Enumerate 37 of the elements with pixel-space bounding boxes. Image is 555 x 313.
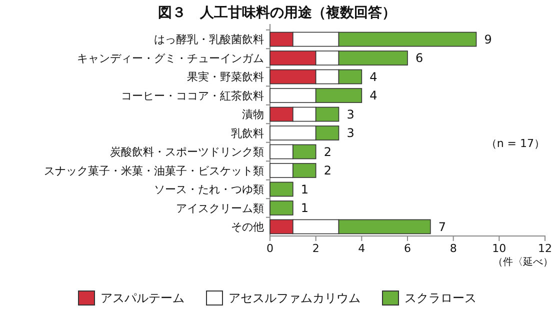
x-tick-label: 4 [358,242,366,255]
x-tick-label: 0 [266,242,274,255]
y-tick-label: 漬物 [242,108,264,122]
y-tick-label: ソース・たれ・つゆ類 [154,183,264,196]
y-tick-label: はっ酵乳・乳酸菌飲料 [154,33,264,46]
total-label: 4 [370,88,378,103]
total-label: 3 [346,126,354,140]
x-axis-title: （件〈延べ） [493,256,553,268]
total-label: 9 [484,32,492,46]
y-tick-label: スナック菓子・米菓・油菓子・ビスケット類 [44,164,264,178]
x-tick-label: 6 [404,242,411,255]
total-label: 2 [324,144,332,159]
x-tick-label: 12 [538,242,552,255]
total-label: 1 [300,201,309,216]
bar [270,182,294,197]
y-tick-label: 乳飲料 [231,126,264,140]
y-tick-label: その他 [231,220,264,234]
x-tick-label: 2 [312,242,320,255]
x-tick-label: 8 [450,242,457,255]
legend-label: アセスルファムカリウム [228,291,360,306]
y-tick-label: アイスクリーム類 [176,202,264,215]
y-tick-label: 炭酸飲料・スポーツドリンク類 [110,146,264,159]
legend-label: アスパルテーム [100,291,184,306]
total-label: 4 [370,70,378,84]
y-tick-label: コーヒー・ココア・紅茶飲料 [121,89,264,102]
chart-title: 図３ 人工甘味料の用途（複数回答） [158,4,396,21]
total-label: 6 [416,51,424,66]
total-label: 2 [324,164,332,178]
legend-label: スクラロース [404,291,476,306]
bar [270,200,294,216]
y-tick-label: 果実・野菜飲料 [187,70,264,84]
total-label: 1 [300,182,309,196]
total-label: 7 [438,220,446,234]
total-label: 3 [346,107,354,122]
y-tick-label: キャンディー・グミ・チューインガム [77,52,264,65]
annotation: （n = 17） [486,137,545,150]
x-tick-label: 10 [492,242,506,255]
